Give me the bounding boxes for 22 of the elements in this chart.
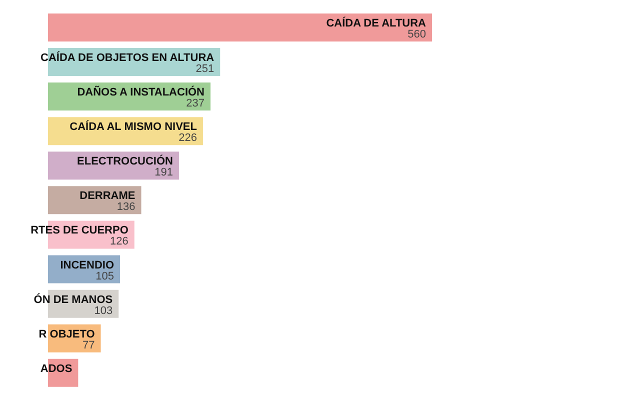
data-label: 103 — [94, 304, 113, 317]
y-tick-label: ÓN DE MANOS — [34, 292, 113, 306]
y-tick-label: ADOS — [40, 362, 72, 375]
data-label: 226 — [178, 132, 197, 144]
y-tick-label: CAÍDA AL MISMO NIVEL — [70, 120, 198, 134]
y-tick-label: CAÍDA DE OBJETOS EN ALTURA — [40, 51, 214, 64]
y-tick-label: INCENDIO — [60, 259, 114, 272]
y-tick-label: ELECTROCUCIÓN — [77, 154, 174, 168]
data-label: 77 — [82, 339, 95, 352]
y-tick-label: DAÑOS A INSTALACIÓN — [77, 86, 205, 99]
y-tick-label: CAÍDA DE ALTURA — [326, 16, 426, 30]
data-label: 191 — [154, 166, 173, 179]
bar — [48, 13, 432, 42]
data-label: 560 — [408, 28, 426, 40]
data-label: 136 — [116, 201, 136, 214]
data-label: 251 — [196, 63, 214, 75]
data-label: 126 — [110, 236, 128, 248]
data-label: 237 — [186, 98, 205, 110]
y-tick-label: RTES DE CUERPO — [30, 224, 129, 237]
y-tick-label: DERRAME — [80, 190, 136, 202]
y-tick-label: R OBJETO — [38, 328, 96, 340]
data-label: 105 — [96, 270, 114, 282]
